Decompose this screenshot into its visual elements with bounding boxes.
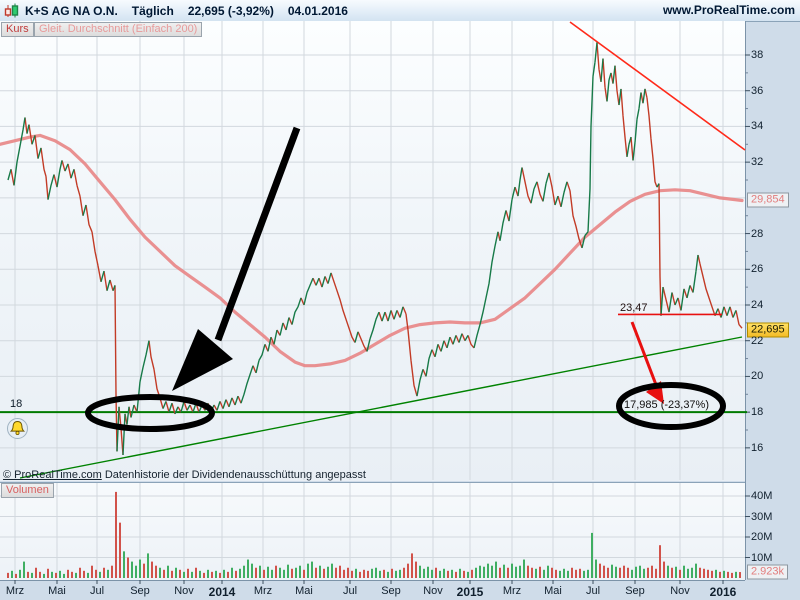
x-axis-label: Mai <box>295 585 313 597</box>
last-price-chip: 22,695 <box>747 322 789 338</box>
level-18-label: 18 <box>10 398 23 410</box>
x-axis-label: Mrz <box>5 585 25 597</box>
price-axis-label: 32 <box>751 156 764 169</box>
price-axis-label: 24 <box>751 298 764 311</box>
title-bar: K+S AG NA O.N. Täglich 22,695 (-3,92%) 0… <box>0 0 800 22</box>
instrument-name: K+S AG NA O.N. <box>25 3 118 18</box>
ma-value-chip: 29,854 <box>747 192 789 208</box>
x-axis-label: Nov <box>174 585 194 597</box>
price-pane[interactable] <box>0 21 745 481</box>
x-axis-label: Jul <box>585 585 601 597</box>
axis-divider <box>745 21 746 580</box>
copyright-line: © ProRealTime.com Datenhistorie der Divi… <box>3 469 366 481</box>
change-percent: (-3,92%) <box>227 3 274 18</box>
price-axis-label: 36 <box>751 84 764 97</box>
x-axis-label: Sep <box>130 585 150 597</box>
price-axis-label: 16 <box>751 441 764 454</box>
copyright-text: Datenhistorie der Dividendenausschüttung… <box>104 469 366 481</box>
alert-bell-icon[interactable] <box>6 417 29 445</box>
x-axis-label: Nov <box>670 585 690 597</box>
timeframe-label: Täglich <box>131 3 174 18</box>
x-axis-label: Mai <box>48 585 66 597</box>
price-axis-label: 34 <box>751 120 764 133</box>
price-axis-label: 28 <box>751 227 764 240</box>
x-axis-label: 2014 <box>208 585 236 599</box>
last-price-title: 22,695 (-3,92%) <box>188 4 274 18</box>
candlestick-icon <box>4 3 19 18</box>
indicator-chip-ma[interactable]: Gleit. Durchschnitt (Einfach 200) <box>34 22 203 37</box>
x-axis-label: Jul <box>342 585 358 597</box>
x-axis-label: Jul <box>89 585 105 597</box>
volume-axis-label: 20M <box>751 531 773 543</box>
indicator-chip-kurs[interactable]: Kurs <box>1 22 34 37</box>
drawdown-value-label: 17,985 (-23,37%) <box>624 399 709 411</box>
price-axis-label: 22 <box>751 334 764 347</box>
x-axis-label: Sep <box>625 585 645 597</box>
volume-axis-label: 40M <box>751 490 773 502</box>
x-axis-label: 2016 <box>709 585 737 599</box>
volume-value-chip: 2.923k <box>747 564 789 580</box>
price-axis-label: 18 <box>751 406 764 419</box>
resistance-value-label: 23,47 <box>620 302 648 314</box>
quote-date: 04.01.2016 <box>287 3 348 18</box>
x-axis-label: Mrz <box>253 585 273 597</box>
copyright-link[interactable]: © ProRealTime.com <box>3 469 102 481</box>
indicator-chip-volumen[interactable]: Volumen <box>1 483 54 498</box>
price-axis-label: 38 <box>751 49 764 61</box>
price-axis-label: 26 <box>751 263 764 276</box>
x-axis-label: Mai <box>544 585 562 597</box>
price-axis-label: 20 <box>751 370 764 383</box>
x-axis-label: Sep <box>381 585 401 597</box>
volume-axis-label: 10M <box>751 551 773 564</box>
x-axis-label: Nov <box>423 585 443 597</box>
website-link[interactable]: www.ProRealTime.com <box>662 3 795 17</box>
last-price-value: 22,695 <box>187 3 225 18</box>
volume-pane[interactable] <box>0 482 745 581</box>
x-axis-label: Mrz <box>502 585 522 597</box>
x-axis-label: 2015 <box>456 585 484 599</box>
volume-axis-label: 30M <box>751 510 773 523</box>
